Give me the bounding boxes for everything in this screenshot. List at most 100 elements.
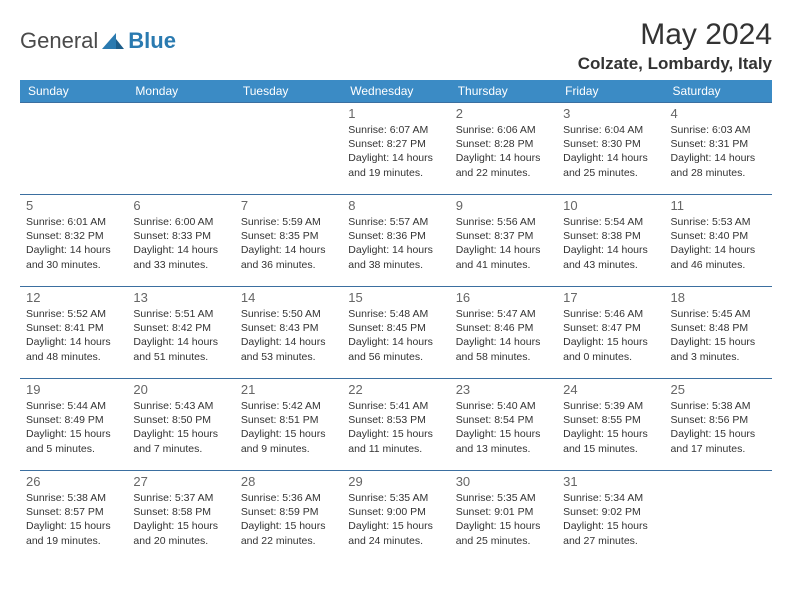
day-sunset: Sunset: 8:40 PM xyxy=(671,229,766,243)
day-number: 18 xyxy=(671,290,766,305)
day-day2: and 17 minutes. xyxy=(671,442,766,456)
day-day1: Daylight: 14 hours xyxy=(563,243,658,257)
day-day1: Daylight: 14 hours xyxy=(456,243,551,257)
day-day2: and 7 minutes. xyxy=(133,442,228,456)
calendar-cell: 10Sunrise: 5:54 AMSunset: 8:38 PMDayligh… xyxy=(557,195,664,287)
calendar-week-row: 12Sunrise: 5:52 AMSunset: 8:41 PMDayligh… xyxy=(20,287,772,379)
day-sunrise: Sunrise: 5:59 AM xyxy=(241,215,336,229)
day-sunset: Sunset: 8:54 PM xyxy=(456,413,551,427)
day-number: 9 xyxy=(456,198,551,213)
day-day1: Daylight: 14 hours xyxy=(26,243,121,257)
calendar-cell: 13Sunrise: 5:51 AMSunset: 8:42 PMDayligh… xyxy=(127,287,234,379)
day-number: 23 xyxy=(456,382,551,397)
day-sunset: Sunset: 8:47 PM xyxy=(563,321,658,335)
day-day1: Daylight: 14 hours xyxy=(671,243,766,257)
day-sunrise: Sunrise: 5:50 AM xyxy=(241,307,336,321)
day-sunset: Sunset: 8:38 PM xyxy=(563,229,658,243)
day-day1: Daylight: 15 hours xyxy=(563,335,658,349)
day-number: 30 xyxy=(456,474,551,489)
day-day2: and 20 minutes. xyxy=(133,534,228,548)
day-day1: Daylight: 14 hours xyxy=(563,151,658,165)
day-sunrise: Sunrise: 6:06 AM xyxy=(456,123,551,137)
day-number: 19 xyxy=(26,382,121,397)
day-day1: Daylight: 15 hours xyxy=(456,427,551,441)
day-day1: Daylight: 14 hours xyxy=(133,335,228,349)
day-sunset: Sunset: 8:33 PM xyxy=(133,229,228,243)
day-sunrise: Sunrise: 5:35 AM xyxy=(348,491,443,505)
day-number: 14 xyxy=(241,290,336,305)
calendar-cell: 3Sunrise: 6:04 AMSunset: 8:30 PMDaylight… xyxy=(557,103,664,195)
day-day1: Daylight: 14 hours xyxy=(26,335,121,349)
day-day2: and 28 minutes. xyxy=(671,166,766,180)
day-day1: Daylight: 14 hours xyxy=(241,335,336,349)
calendar-cell: 11Sunrise: 5:53 AMSunset: 8:40 PMDayligh… xyxy=(665,195,772,287)
day-number: 5 xyxy=(26,198,121,213)
calendar-cell: 9Sunrise: 5:56 AMSunset: 8:37 PMDaylight… xyxy=(450,195,557,287)
day-day1: Daylight: 15 hours xyxy=(133,427,228,441)
day-sunset: Sunset: 8:45 PM xyxy=(348,321,443,335)
calendar-week-row: 1Sunrise: 6:07 AMSunset: 8:27 PMDaylight… xyxy=(20,103,772,195)
day-sunrise: Sunrise: 5:57 AM xyxy=(348,215,443,229)
calendar-cell: 27 Sunrise: 5:37 AMSunset: 8:58 PMDayligh… xyxy=(127,471,234,563)
day-number: 15 xyxy=(348,290,443,305)
day-day1: Daylight: 15 hours xyxy=(671,335,766,349)
day-sunset: Sunset: 8:46 PM xyxy=(456,321,551,335)
day-number: 26 xyxy=(26,474,121,489)
calendar-cell: 5Sunrise: 6:01 AMSunset: 8:32 PMDaylight… xyxy=(20,195,127,287)
day-sunset: Sunset: 9:01 PM xyxy=(456,505,551,519)
day-day1: Daylight: 14 hours xyxy=(348,151,443,165)
day-sunset: Sunset: 8:43 PM xyxy=(241,321,336,335)
calendar-week-row: 26Sunrise: 5:38 AMSunset: 8:57 PMDayligh… xyxy=(20,471,772,563)
day-day1: Daylight: 14 hours xyxy=(456,335,551,349)
day-sunset: Sunset: 8:58 PM xyxy=(133,505,228,519)
day-sunset: Sunset: 8:41 PM xyxy=(26,321,121,335)
day-sunrise: Sunrise: 5:46 AM xyxy=(563,307,658,321)
day-sunrise: Sunrise: 5:45 AM xyxy=(671,307,766,321)
day-day2: and 38 minutes. xyxy=(348,258,443,272)
day-number: 7 xyxy=(241,198,336,213)
calendar-cell: 30Sunrise: 5:35 AMSunset: 9:01 PMDayligh… xyxy=(450,471,557,563)
day-number: 29 xyxy=(348,474,443,489)
day-day1: Daylight: 15 hours xyxy=(133,519,228,533)
day-number: 17 xyxy=(563,290,658,305)
day-number: 27 xyxy=(133,474,228,489)
day-day1: Daylight: 15 hours xyxy=(563,519,658,533)
day-day2: and 51 minutes. xyxy=(133,350,228,364)
day-day2: and 33 minutes. xyxy=(133,258,228,272)
day-number: 6 xyxy=(133,198,228,213)
day-day1: Daylight: 15 hours xyxy=(348,427,443,441)
day-sunrise: Sunrise: 5:53 AM xyxy=(671,215,766,229)
day-day2: and 56 minutes. xyxy=(348,350,443,364)
day-sunrise: Sunrise: 5:56 AM xyxy=(456,215,551,229)
header: General Blue May 2024 Colzate, Lombardy,… xyxy=(20,18,772,74)
day-day1: Daylight: 15 hours xyxy=(26,519,121,533)
day-sunset: Sunset: 8:59 PM xyxy=(241,505,336,519)
day-sunset: Sunset: 8:31 PM xyxy=(671,137,766,151)
day-sunset: Sunset: 8:32 PM xyxy=(26,229,121,243)
calendar-cell: 18 Sunrise: 5:45 AMSunset: 8:48 PMDayligh… xyxy=(665,287,772,379)
day-sunset: Sunset: 8:35 PM xyxy=(241,229,336,243)
day-sunrise: Sunrise: 6:07 AM xyxy=(348,123,443,137)
day-day1: Daylight: 14 hours xyxy=(671,151,766,165)
calendar-cell: 16Sunrise: 5:47 AMSunset: 8:46 PMDayligh… xyxy=(450,287,557,379)
day-sunset: Sunset: 9:00 PM xyxy=(348,505,443,519)
day-day2: and 9 minutes. xyxy=(241,442,336,456)
day-day2: and 11 minutes. xyxy=(348,442,443,456)
day-header-monday: Monday xyxy=(127,80,234,103)
day-day2: and 5 minutes. xyxy=(26,442,121,456)
calendar-cell: 20Sunrise: 5:43 AMSunset: 8:50 PMDayligh… xyxy=(127,379,234,471)
day-sunset: Sunset: 8:36 PM xyxy=(348,229,443,243)
day-number: 28 xyxy=(241,474,336,489)
day-sunrise: Sunrise: 5:38 AM xyxy=(671,399,766,413)
day-day1: Daylight: 15 hours xyxy=(456,519,551,533)
day-sunset: Sunset: 8:48 PM xyxy=(671,321,766,335)
day-day1: Daylight: 15 hours xyxy=(241,427,336,441)
day-sunrise: Sunrise: 5:40 AM xyxy=(456,399,551,413)
calendar-cell-empty xyxy=(665,471,772,563)
day-number: 10 xyxy=(563,198,658,213)
month-title: May 2024 xyxy=(578,18,772,52)
day-sunrise: Sunrise: 5:34 AM xyxy=(563,491,658,505)
day-sunrise: Sunrise: 5:37 AM xyxy=(133,491,228,505)
day-day2: and 15 minutes. xyxy=(563,442,658,456)
day-day1: Daylight: 14 hours xyxy=(456,151,551,165)
